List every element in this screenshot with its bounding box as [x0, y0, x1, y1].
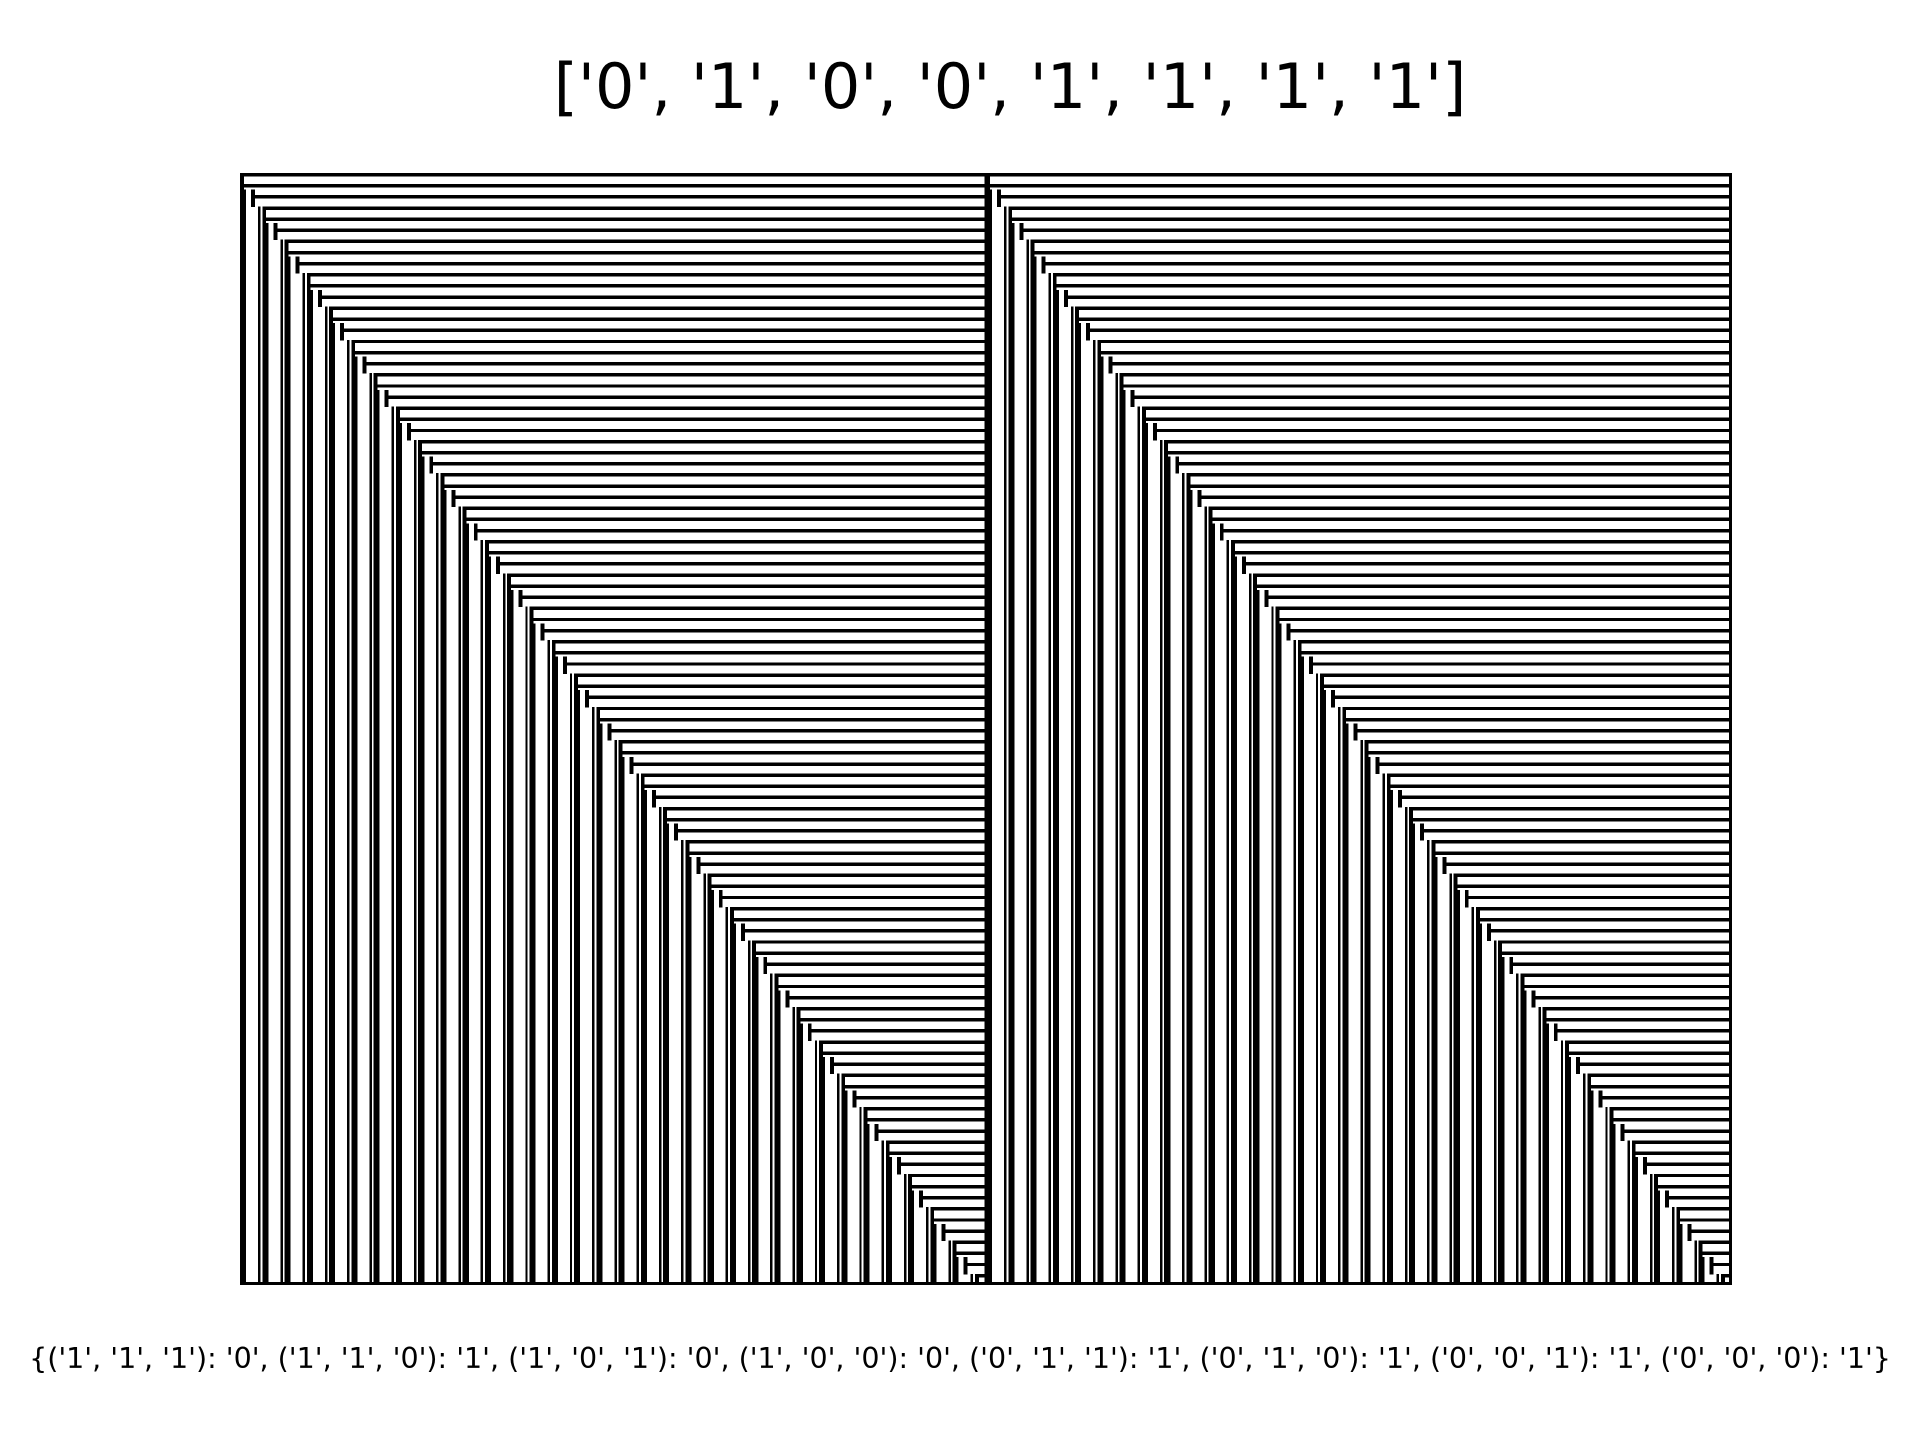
automaton-left-half — [240, 173, 987, 1285]
automaton-center-divider — [984, 173, 988, 1285]
rule-mapping-caption: {('1', '1', '1'): '0', ('1', '1', '0'): … — [29, 1342, 1891, 1375]
automaton-figure — [240, 173, 1732, 1285]
automaton-frame — [240, 173, 1732, 1285]
automaton-right-half — [986, 173, 1732, 1285]
automaton-canvas — [240, 173, 1732, 1285]
rule-title: ['0', '1', '0', '0', '1', '1', '1', '1'] — [553, 50, 1467, 123]
